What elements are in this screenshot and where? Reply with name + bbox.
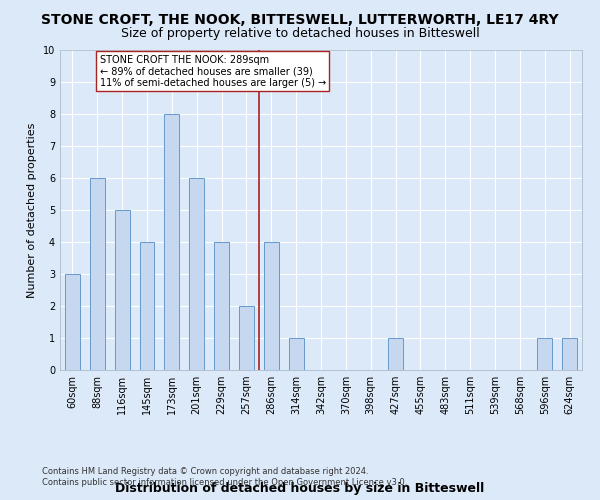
Bar [189, 178, 204, 370]
Bar [164, 114, 179, 370]
Bar [140, 242, 154, 370]
Bar [90, 178, 105, 370]
Bar [65, 274, 80, 370]
Text: Distribution of detached houses by size in Bitteswell: Distribution of detached houses by size … [115, 482, 485, 495]
Text: Contains HM Land Registry data © Crown copyright and database right 2024.
Contai: Contains HM Land Registry data © Crown c… [42, 468, 407, 487]
Bar [264, 242, 279, 370]
Bar [115, 210, 130, 370]
Text: STONE CROFT, THE NOOK, BITTESWELL, LUTTERWORTH, LE17 4RY: STONE CROFT, THE NOOK, BITTESWELL, LUTTE… [41, 12, 559, 26]
Bar [562, 338, 577, 370]
Y-axis label: Number of detached properties: Number of detached properties [28, 122, 37, 298]
Bar [537, 338, 552, 370]
Bar [289, 338, 304, 370]
Text: STONE CROFT THE NOOK: 289sqm
← 89% of detached houses are smaller (39)
11% of se: STONE CROFT THE NOOK: 289sqm ← 89% of de… [100, 55, 326, 88]
Bar [239, 306, 254, 370]
Bar [388, 338, 403, 370]
Bar [214, 242, 229, 370]
Text: Size of property relative to detached houses in Bitteswell: Size of property relative to detached ho… [121, 28, 479, 40]
